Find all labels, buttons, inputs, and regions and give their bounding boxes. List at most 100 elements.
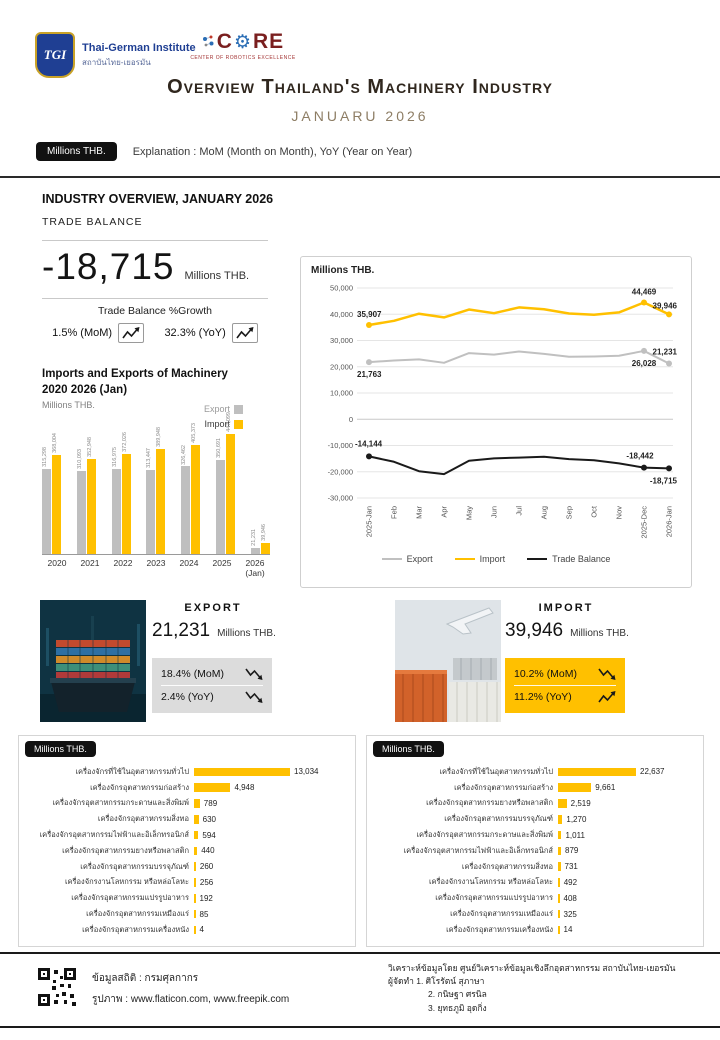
export-growth-box: 18.4% (MoM) 2.4% (YoY) [152,658,272,713]
bar-chart-title: Imports and Exports of Machinery 2020 20… [42,366,228,398]
unit-badge: Millions THB. [373,741,444,757]
bar-import: 389,948 [156,427,166,554]
hbar-value: 408 [563,893,577,903]
tgi-shield-icon: TGI [35,32,75,78]
hbar-row: เครื่องจักรอุตสาหกรรมกระดาษและสิ่งพิมพ์ 7… [23,796,351,812]
hbar-value: 4,948 [234,783,255,793]
import-value: 39,946 [505,620,564,641]
hbar-category-label: เครื่องจักรอุตสาหกรรมสิ่งทอ [461,861,553,871]
bar-export: 316,975 [111,447,121,554]
hbar-bar [558,862,561,871]
gear-icon: ⚙ [233,31,253,53]
svg-text:-20,000: -20,000 [328,467,353,476]
qr-code [36,966,78,1008]
hbar-row: เครื่องจักรที่ใช้ในอุตสาหกรรมทั่วไป 22,63… [371,764,699,780]
bar-import: 447,099 [226,412,236,554]
core-logo: C ⚙ RE CENTER OF ROBOTICS EXCELLENCE [178,30,308,61]
bar-chart-title-line2: 2020 2026 (Jan) [42,384,128,397]
hbar-category-label: เครื่องจักรอุตสาหกรรมแปรรูปอาหาร [435,893,553,903]
hbar-value: 325 [563,909,577,919]
line-chart-unit: Millions THB. [311,265,375,276]
grouped-bar-chart: 315,298 368,004 310,093 352,948 316,975 372,0… [42,412,270,555]
hbar-value: 1,011 [565,830,585,840]
bar-import: 372,026 [121,432,131,554]
bar-chart-title-line1: Imports and Exports of Machinery [42,368,228,380]
export-breakdown-chart: เครื่องจักรที่ใช้ในอุตสาหกรรมทั่วไป 13,03… [23,764,351,938]
export-ship-image [40,600,146,722]
x-axis-label: 2022 [113,558,133,568]
bar-value-label: 21,231 [250,529,257,547]
bar-group: 310,093 352,948 [76,437,96,554]
tgi-name: Thai-German Institute [82,41,196,54]
x-axis-label: 2024 [179,558,199,568]
hbar-row: เครื่องจักรอุตสาหกรรมไฟฟ้าและอิเล็กทรอนิ… [23,827,351,843]
mom-value: 1.5% (MoM) [52,327,113,339]
hbar-value: 13,034 [294,767,319,777]
hbar-row: เครื่องจักรอุตสาหกรรมไฟฟ้าและอิเล็กทรอนิ… [371,843,699,859]
explanation-text: Explanation : MoM (Month on Month), YoY … [132,145,413,158]
svg-text:40,000: 40,000 [330,310,353,319]
x-axis-label: 2025 [212,558,232,568]
bar-export: 326,462 [181,445,191,554]
svg-text:Aug: Aug [540,506,549,519]
bar-export: 313,447 [146,448,156,554]
bar-chart-x-axis: 2020 2021 2022 2023 2024 2025 2026 (Jan) [42,558,270,578]
hbar-category-label: เครื่องจักรอุตสาหกรรมก่อสร้าง [90,782,189,792]
hbar-row: เครื่องจักรอุตสาหกรรมบรรจุภัณฑ์ 1,270 [371,811,699,827]
svg-text:10,000: 10,000 [330,389,353,398]
svg-text:30,000: 30,000 [330,336,353,345]
hbar-category-label: เครื่องจักรอุตสาหกรรมแปรรูปอาหาร [71,893,189,903]
hbar-bar [194,878,196,887]
trade-balance-mom: 1.5% (MoM) [52,323,145,343]
divider [42,298,268,299]
line-chart: 50,000 40,000 30,000 20,000 10,000 0 -10,000 -2… [328,284,678,539]
svg-text:Nov: Nov [615,506,624,520]
hbar-bar [558,909,560,919]
bar-import: 352,948 [86,437,96,554]
bar-value-label: 372,026 [121,432,128,453]
hbar-row: เครื่องจักรอุตสาหกรรมบรรจุภัณฑ์ 260 [23,859,351,875]
hbar-category-label: เครื่องจักรอุตสาหกรรมกระดาษและสิ่งพิมพ์ [416,830,553,840]
x-axis-label: 2021 [80,558,100,568]
hbar-value: 192 [199,893,213,903]
bar-value-label: 405,373 [191,423,198,444]
trend-up-icon [231,323,258,343]
hbar-row: เครื่องจักรอุตสาหกรรมแปรรูปอาหาร 192 [23,890,351,906]
import-unit: Millions THB. [570,628,629,639]
core-logo-text-right: RE [253,30,285,53]
core-logo-text-left: C [216,30,233,53]
bar-group: 350,691 447,099 [216,412,236,554]
hbar-row: เครื่องจักรอุตสาหกรรมสิ่งทอ 731 [371,859,699,875]
hbar-category-label: เครื่องจักรอุตสาหกรรมเหมืองแร่ [450,909,553,919]
svg-text:20,000: 20,000 [330,362,353,371]
trade-balance-value: -18,715 [42,246,175,287]
hbar-row: เครื่องจักรอุตสาหกรรมกระดาษและสิ่งพิมพ์ 1… [371,827,699,843]
hbar-row: เครื่องจักรงานโลหกรรม หรือหล่อโลหะ 256 [23,875,351,891]
export-swatch [234,404,244,414]
svg-text:-18,715: -18,715 [650,476,678,485]
hbar-row: เครื่องจักรอุตสาหกรรมเหมืองแร่ 325 [371,906,699,922]
hbar-category-label: เครื่องจักรงานโลหกรรม หรือหล่อโลหะ [64,877,189,887]
hbar-value: 22,637 [640,767,665,777]
trend-down-icon [245,691,263,704]
hbar-bar [194,862,196,871]
svg-text:Feb: Feb [390,506,399,519]
legend-import-label: Import [204,419,231,429]
bar-group: 21,231 39,946 [250,524,270,554]
bar-value-label: 310,093 [76,448,83,469]
hbar-row: เครื่องจักรอุตสาหกรรมยางหรือพลาสติก 2,519 [371,796,699,812]
svg-text:-14,144: -14,144 [355,439,383,448]
hbar-category-label: เครื่องจักรอุตสาหกรรมเครื่องหนัง [446,924,553,934]
export-yoy: 2.4% (YoY) [161,691,214,703]
hbar-bar [558,878,560,887]
hbar-category-label: เครื่องจักรอุตสาหกรรมสิ่งทอ [97,814,189,824]
core-tagline: CENTER OF ROBOTICS EXCELLENCE [190,55,296,61]
bar-export: 21,231 [250,529,260,554]
footer-analysis-credit: วิเคราะห์ข้อมูลโดย ศูนย์วิเคราะห์ข้อมูลเ… [388,963,676,973]
bar-value-label: 352,948 [86,437,93,458]
hbar-value: 492 [563,877,578,887]
hbar-category-label: เครื่องจักรอุตสาหกรรมไฟฟ้าและอิเล็กทรอนิ… [39,830,189,840]
hbar-category-label: เครื่องจักรที่ใช้ในอุตสาหกรรมทั่วไป [75,766,189,776]
hbar-bar [194,846,198,856]
svg-text:2026-Jan: 2026-Jan [665,506,674,537]
